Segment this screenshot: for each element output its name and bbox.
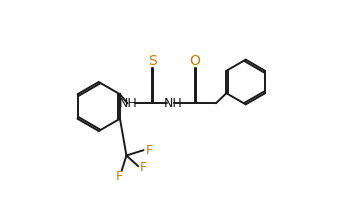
Text: S: S xyxy=(148,54,156,68)
Text: F: F xyxy=(146,144,153,157)
Text: F: F xyxy=(115,170,122,183)
Text: NH: NH xyxy=(164,97,183,110)
Text: NH: NH xyxy=(119,97,138,110)
Text: O: O xyxy=(189,54,200,68)
Text: F: F xyxy=(139,161,146,174)
